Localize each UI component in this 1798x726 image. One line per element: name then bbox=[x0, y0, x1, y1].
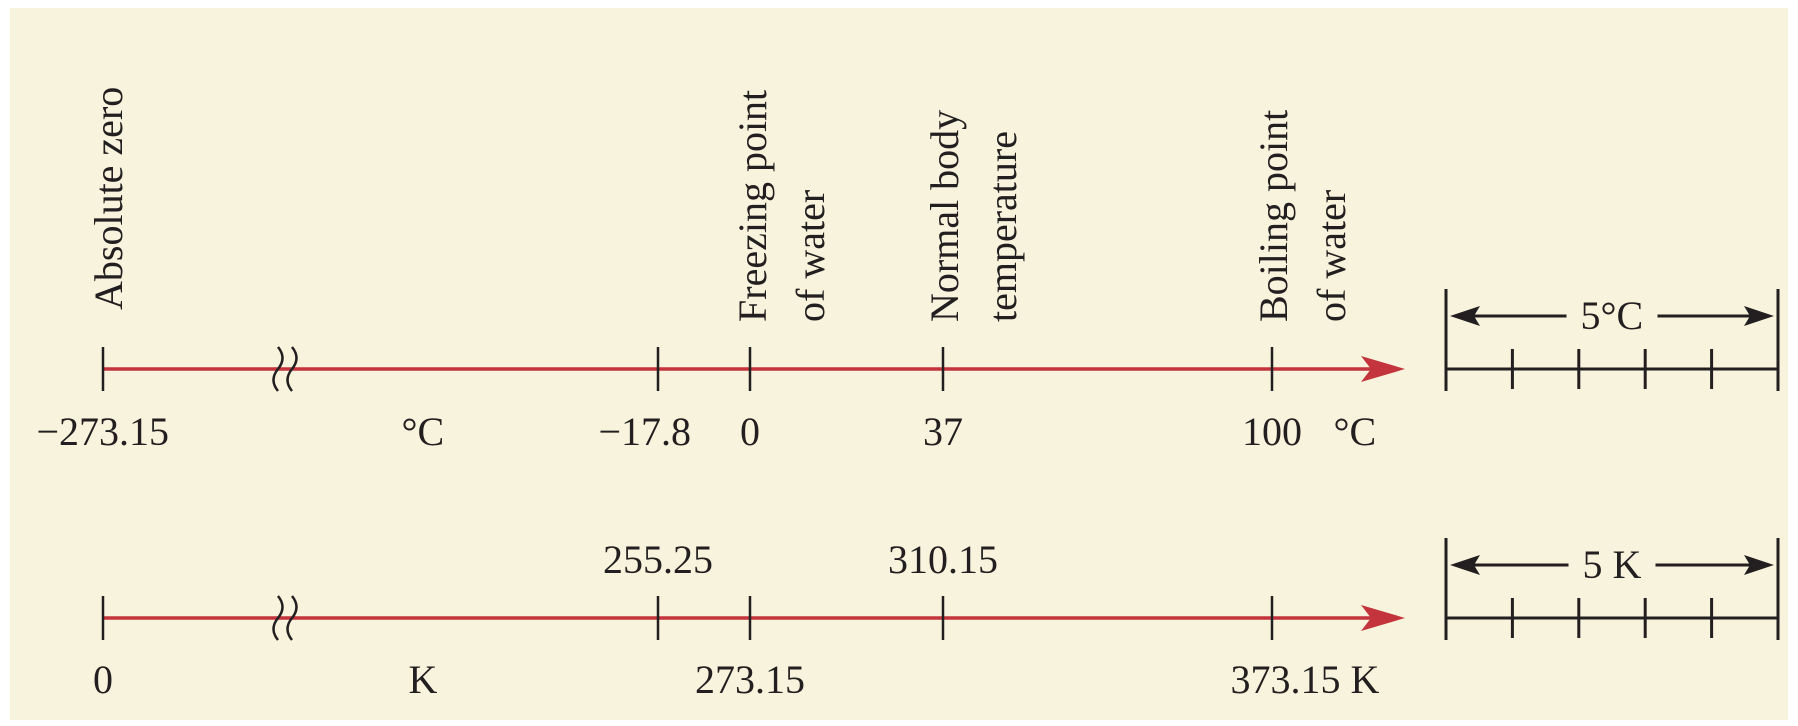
kelvin-interval-label: 5 K bbox=[1582, 542, 1642, 587]
kelvin-label-reference-point: 255.25 bbox=[603, 537, 713, 582]
celsius-end-unit: °C bbox=[1333, 409, 1377, 454]
kelvin-label-boiling-point: 373.15 K bbox=[1230, 657, 1380, 702]
kelvin-interval-right-arrowhead bbox=[1744, 555, 1774, 575]
landmark-label-line-0: Freezing point bbox=[730, 89, 775, 322]
celsius-axis-break-1 bbox=[286, 346, 298, 392]
celsius-interval-left-arrowhead bbox=[1450, 306, 1480, 326]
kelvin-axis-arrow bbox=[1361, 605, 1405, 631]
celsius-label-absolute-zero: −273.15 bbox=[36, 409, 170, 454]
kelvin-label-freezing-point: 273.15 bbox=[695, 657, 805, 702]
landmark-label-body-temperature: Normal body temperature bbox=[916, 110, 1032, 322]
celsius-axis-arrow bbox=[1361, 356, 1405, 382]
celsius-interval-right-arrowhead bbox=[1744, 306, 1774, 326]
celsius-label-freezing-point: 0 bbox=[740, 409, 760, 454]
celsius-axis-break-0 bbox=[272, 346, 284, 392]
landmark-label-freezing-point: Freezing point of water bbox=[724, 90, 840, 322]
landmark-label-boiling-point: Boiling point of water bbox=[1245, 110, 1361, 322]
landmark-label-line-0: Boiling point bbox=[1251, 109, 1296, 322]
landmark-label-line-1: of water bbox=[1309, 189, 1354, 322]
landmark-label-line-1: of water bbox=[788, 189, 833, 322]
celsius-interval-label: 5°C bbox=[1580, 293, 1644, 338]
landmark-label-line-0: Normal body bbox=[922, 109, 967, 322]
celsius-unit-label: °C bbox=[401, 409, 445, 454]
landmark-label-absolute-zero: Absolute zero bbox=[80, 87, 138, 310]
celsius-label-boiling-point: 100 bbox=[1242, 409, 1302, 454]
celsius-label-body-temperature: 37 bbox=[923, 409, 963, 454]
kelvin-unit-label: K bbox=[408, 657, 438, 702]
kelvin-axis-break-0 bbox=[272, 595, 284, 641]
kelvin-label-body-temperature: 310.15 bbox=[888, 537, 998, 582]
kelvin-label-absolute-zero: 0 bbox=[93, 657, 113, 702]
landmark-label-line-0: Absolute zero bbox=[86, 86, 131, 310]
landmark-label-line-1: temperature bbox=[980, 131, 1025, 322]
diagram-panel bbox=[10, 8, 1788, 720]
kelvin-axis-break-1 bbox=[286, 595, 298, 641]
celsius-label-reference-point: −17.8 bbox=[598, 409, 692, 454]
kelvin-interval-left-arrowhead bbox=[1450, 555, 1480, 575]
